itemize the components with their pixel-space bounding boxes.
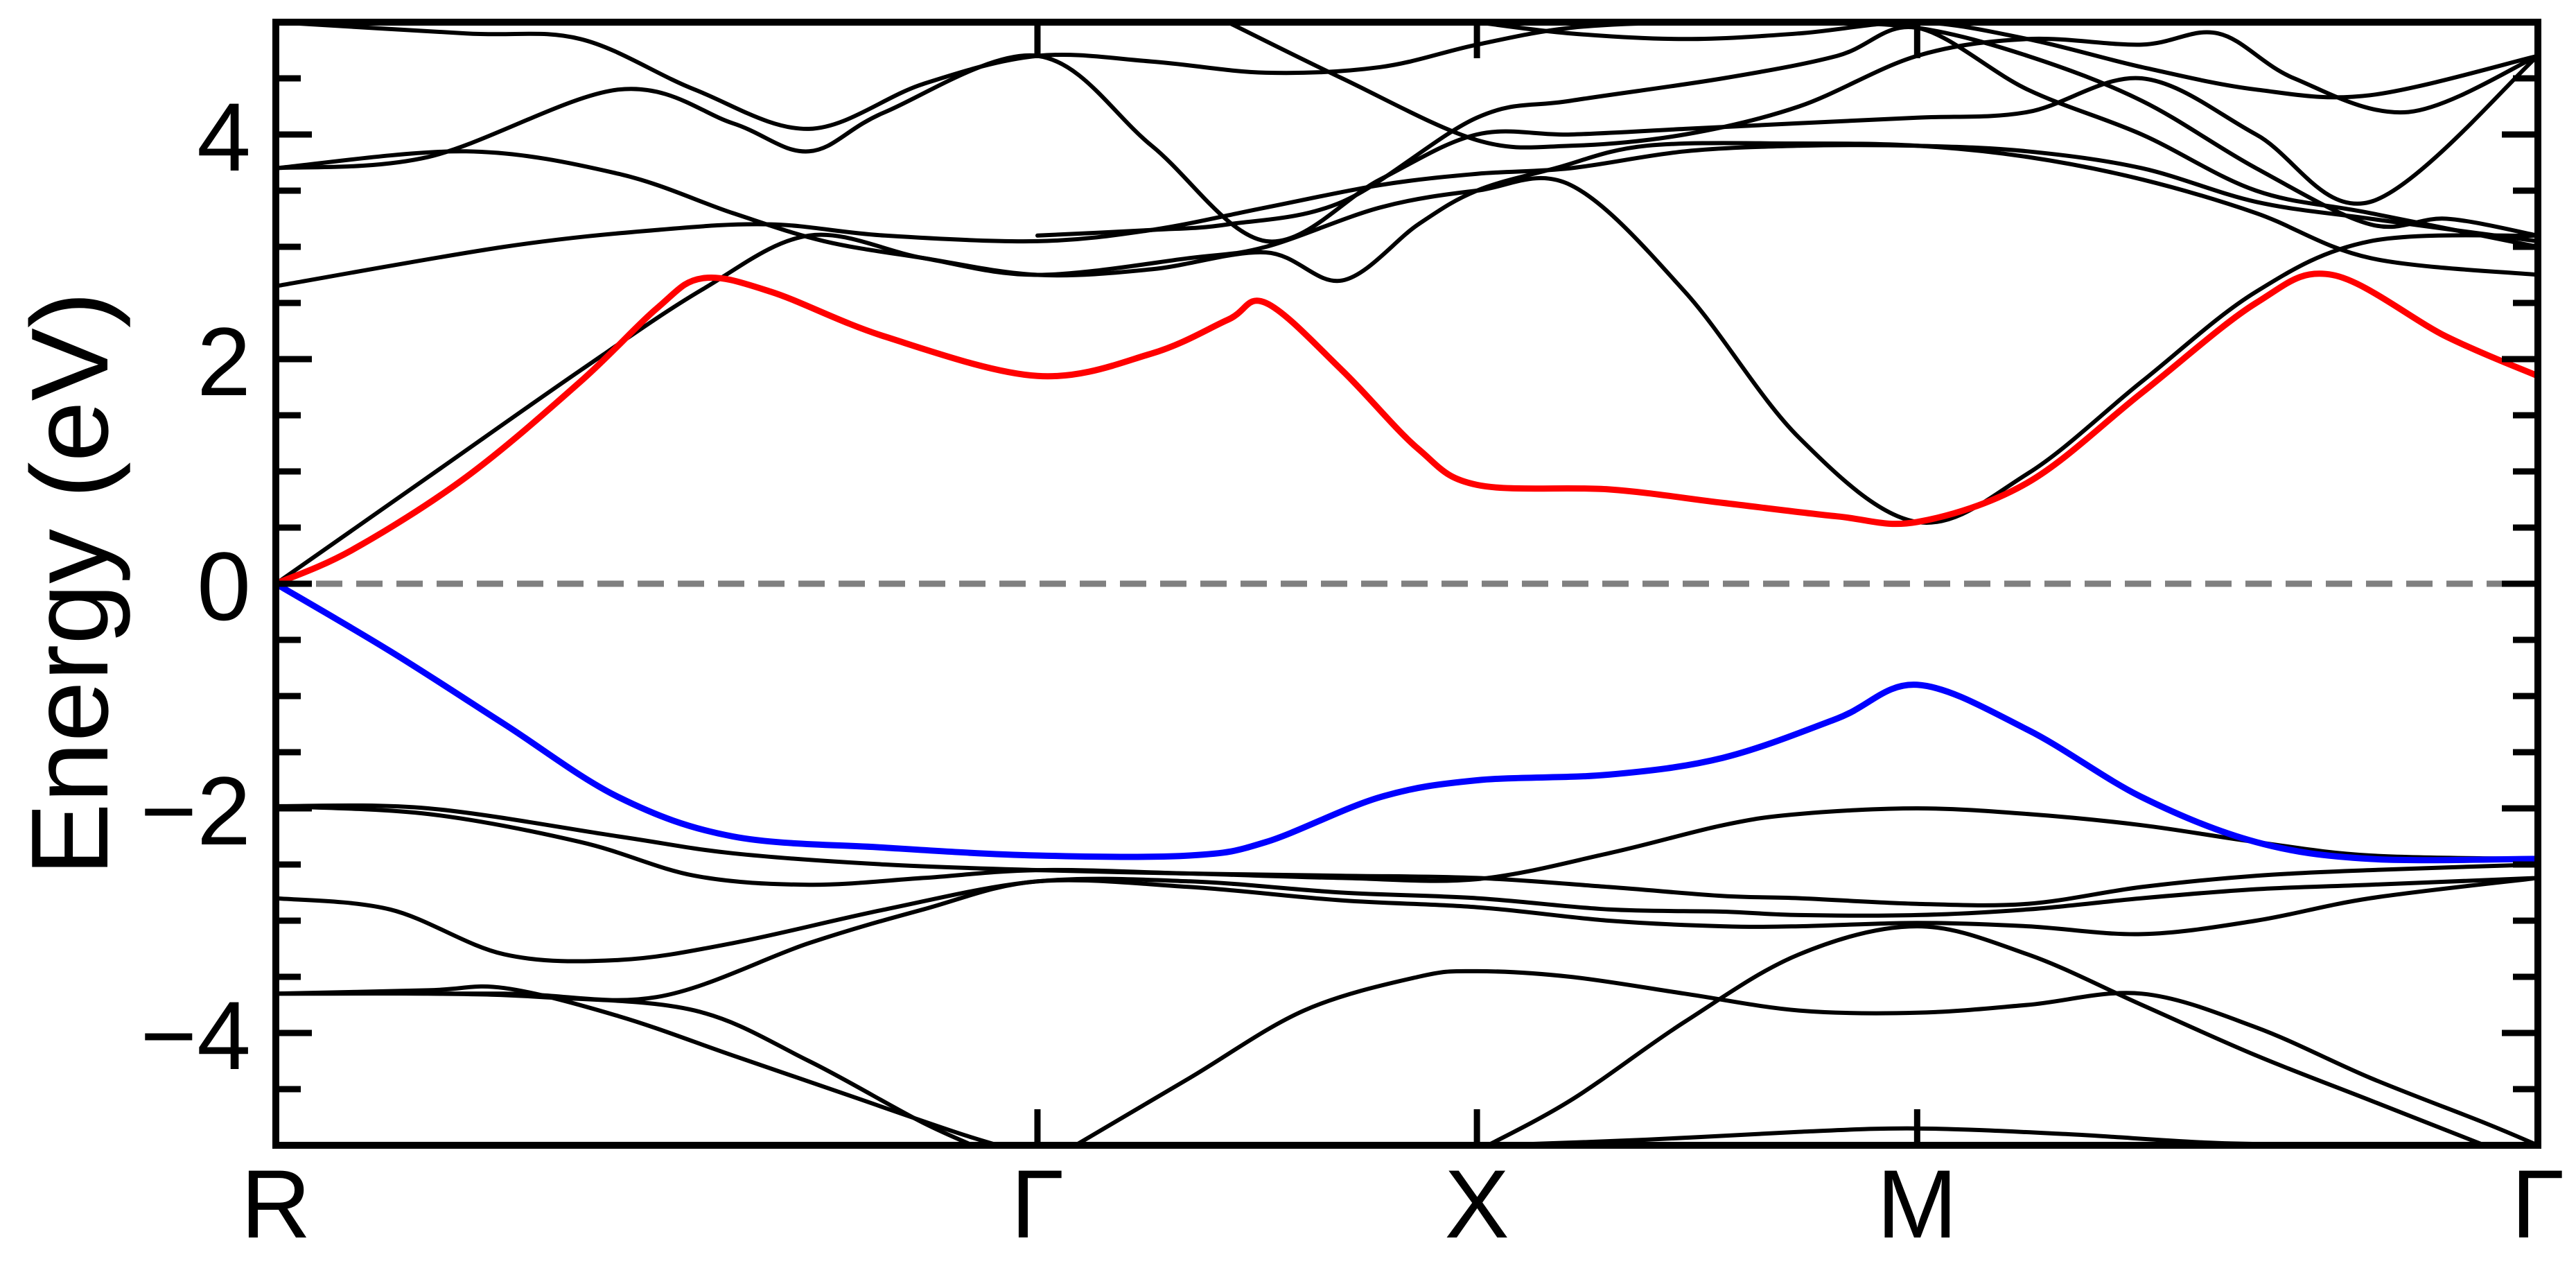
y-tick-label: 4 bbox=[197, 82, 251, 191]
x-tick-label: X bbox=[1444, 1149, 1509, 1258]
band-line-9 bbox=[276, 804, 2538, 887]
x-tick-label: Γ bbox=[1010, 1149, 1064, 1258]
valence-band-highlight bbox=[276, 580, 2538, 864]
x-tick-label: Γ bbox=[2511, 1149, 2564, 1258]
y-tick-labels: −4 −2 0 2 4 bbox=[140, 82, 251, 1090]
band-line-5 bbox=[276, 22, 2538, 238]
band-line-7 bbox=[1225, 22, 2538, 150]
band-line-10 bbox=[276, 803, 2538, 907]
y-tick-label: −2 bbox=[140, 756, 251, 865]
plot-frame bbox=[272, 19, 2541, 1149]
band-line-13 bbox=[276, 984, 1006, 1145]
band-line-4 bbox=[276, 53, 2538, 244]
band-line-2 bbox=[276, 143, 2538, 288]
band-line-12 bbox=[276, 876, 2538, 1002]
band-line-6 bbox=[1035, 24, 2538, 249]
x-tick-label: M bbox=[1877, 1149, 1958, 1258]
y-tick-label: 2 bbox=[197, 307, 251, 416]
band-line-15 bbox=[1073, 969, 2538, 1145]
y-axis-label: Energy (eV) bbox=[9, 291, 131, 876]
band-line-11 bbox=[276, 876, 2538, 964]
band-line-1 bbox=[276, 175, 2538, 586]
band-line-8 bbox=[1475, 22, 2538, 100]
y-tick-label: −4 bbox=[140, 981, 251, 1090]
x-tick-label: R bbox=[240, 1149, 310, 1258]
band-line-14 bbox=[276, 991, 979, 1145]
conduction-band-highlight bbox=[276, 270, 2538, 587]
band-line-3 bbox=[276, 141, 2538, 284]
band-lines bbox=[276, 22, 2538, 1145]
band-line-16 bbox=[1483, 924, 2487, 1145]
y-tick-label: 0 bbox=[197, 532, 251, 641]
